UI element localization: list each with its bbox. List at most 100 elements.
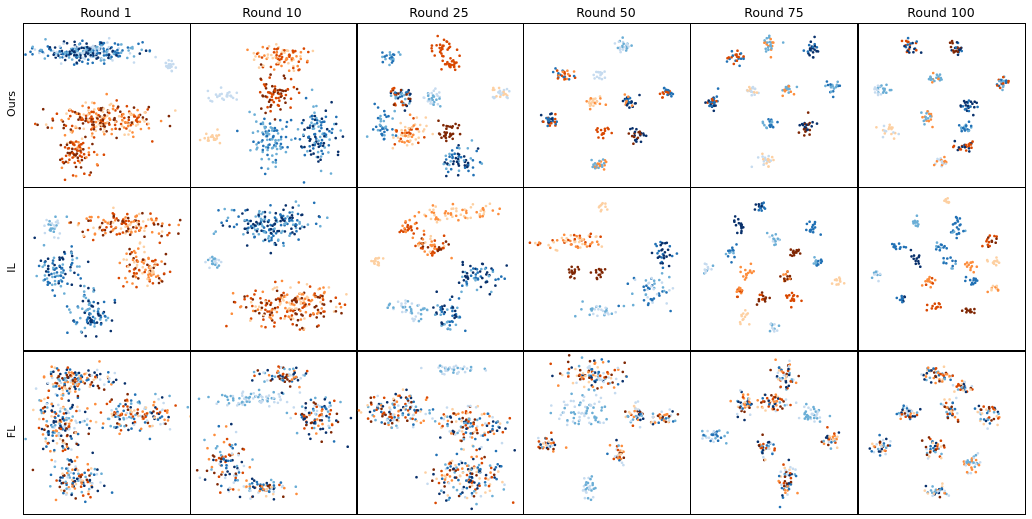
scatter-point — [53, 263, 56, 267]
scatter-point — [279, 223, 283, 227]
scatter-point — [78, 421, 82, 424]
scatter-point — [281, 127, 284, 131]
scatter-point — [65, 373, 69, 377]
scatter-point — [198, 476, 202, 480]
scatter-point — [274, 298, 278, 301]
scatter-point — [170, 69, 173, 73]
scatter-point — [234, 443, 237, 446]
scatter-point — [597, 136, 600, 139]
scatter-point — [63, 441, 66, 445]
scatter-point — [943, 244, 946, 248]
panel-il-round-75 — [690, 187, 858, 352]
scatter-point — [65, 112, 68, 115]
scatter-point — [573, 237, 577, 241]
scatter-point — [588, 313, 591, 317]
scatter-point — [113, 50, 117, 53]
scatter-point — [50, 415, 53, 418]
scatter-point — [724, 252, 728, 256]
scatter-point — [42, 243, 46, 247]
scatter-point — [665, 241, 669, 245]
scatter-point — [391, 117, 394, 120]
scatter-point — [133, 420, 137, 424]
scatter-point — [321, 294, 324, 298]
scatter-point — [37, 264, 41, 268]
scatter-point — [260, 56, 264, 59]
scatter-point — [115, 217, 118, 220]
scatter-point — [287, 69, 291, 72]
scatter-points — [195, 365, 353, 501]
scatter-point — [457, 123, 461, 127]
scatter-point — [397, 50, 401, 54]
scatter-point — [100, 221, 104, 225]
scatter-point — [76, 273, 80, 277]
scatter-point — [84, 296, 88, 300]
scatter-point — [244, 398, 248, 401]
scatter-point — [398, 230, 402, 234]
scatter-point — [295, 323, 299, 327]
scatter-point — [154, 55, 157, 59]
scatter-point — [43, 224, 46, 227]
scatter-point — [561, 239, 565, 242]
scatter-point — [132, 220, 136, 223]
scatter-point — [236, 479, 240, 482]
scatter-point — [585, 100, 588, 103]
scatter-point — [452, 65, 456, 69]
scatter-point — [272, 68, 276, 71]
scatter-point — [813, 44, 817, 48]
scatter-point — [82, 295, 86, 298]
scatter-point — [94, 112, 98, 115]
scatter-point — [128, 269, 131, 273]
scatter-point — [112, 206, 115, 210]
scatter-point — [627, 95, 630, 98]
scatter-point — [551, 239, 554, 242]
scatter-point — [222, 458, 226, 461]
scatter-point — [284, 314, 287, 318]
scatter-point — [313, 133, 316, 136]
scatter-point — [303, 374, 307, 377]
scatter-point — [160, 234, 163, 238]
scatter-point — [481, 214, 485, 218]
scatter-point — [761, 121, 765, 125]
scatter-point — [273, 85, 277, 88]
scatter-point — [90, 110, 93, 114]
scatter-point — [792, 92, 796, 96]
scatter-point — [391, 128, 394, 131]
scatter-point — [445, 167, 448, 170]
scatter-point — [339, 129, 343, 132]
scatter-point — [78, 265, 81, 268]
scatter-point — [226, 93, 229, 97]
scatter-point — [289, 286, 292, 289]
scatter-point — [425, 124, 428, 128]
scatter-point — [55, 112, 59, 115]
scatter-point — [478, 212, 482, 216]
scatter-point — [177, 223, 180, 227]
scatter-point — [762, 160, 766, 163]
scatter-point — [573, 272, 576, 275]
scatter-point — [441, 372, 444, 376]
scatter-point — [315, 418, 319, 421]
scatter-point — [971, 282, 975, 286]
scatter-point — [157, 232, 161, 235]
scatter-point — [411, 317, 414, 321]
scatter-point — [63, 376, 67, 380]
scatter-point — [412, 232, 416, 235]
scatter-point — [443, 131, 446, 134]
scatter-point — [235, 464, 239, 468]
scatter-point — [87, 369, 90, 372]
scatter-point — [614, 310, 617, 314]
scatter-point — [440, 310, 444, 314]
scatter-point — [140, 48, 143, 52]
scatter-point — [623, 45, 626, 49]
scatter-point — [80, 479, 84, 482]
scatter-point — [805, 123, 808, 127]
scatter-point — [55, 266, 58, 270]
scatter-point — [471, 166, 475, 169]
scatter-point — [258, 222, 262, 225]
scatter-point — [976, 105, 979, 109]
scatter-point — [450, 320, 454, 323]
scatter-point — [422, 233, 426, 236]
scatter-point — [913, 219, 917, 223]
scatter-point — [88, 427, 91, 430]
scatter-point — [126, 405, 129, 408]
scatter-point — [64, 124, 68, 128]
